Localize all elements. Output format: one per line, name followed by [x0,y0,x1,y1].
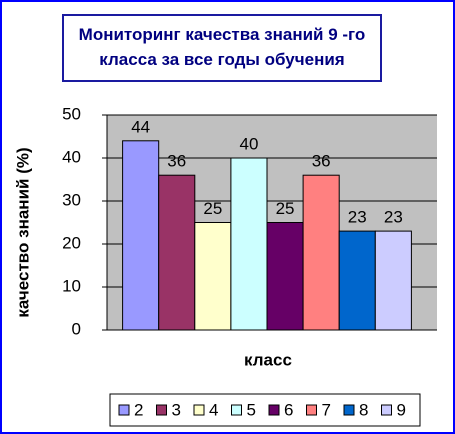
y-tick-label: 20 [62,233,81,252]
legend-label: 9 [397,400,406,419]
legend-label: 6 [284,400,293,419]
bar [194,222,232,331]
y-tick-label: 40 [62,147,81,166]
data-label: 25 [203,199,222,218]
data-label: 25 [276,199,295,218]
y-tick-label: 50 [62,104,81,123]
legend-swatch [156,404,167,416]
legend-label: 3 [172,400,181,419]
legend-label: 2 [134,400,143,419]
data-label: 36 [312,152,331,171]
data-label: 36 [167,152,186,171]
legend-label: 5 [247,400,256,419]
bar [158,174,196,331]
y-axis-label: качество знаний (%) [13,147,32,317]
data-label: 23 [348,208,367,227]
data-label: 44 [131,117,150,136]
y-tick-label: 0 [72,319,81,338]
data-label: 23 [384,208,403,227]
legend-swatch [306,404,317,416]
legend-swatch [343,404,355,416]
legend-label: 8 [359,400,368,419]
legend-label: 4 [209,400,218,419]
legend-swatch [193,404,205,416]
chart-title: Мониторинг качества знаний 9 -го класса … [62,14,382,82]
legend-swatch [268,404,280,416]
data-label: 40 [239,134,258,153]
bar [230,157,268,331]
legend-swatch [118,404,130,416]
bar [302,174,340,331]
y-tick-label: 30 [62,190,81,209]
legend-swatch [381,404,392,416]
bar [122,140,160,331]
x-axis-label: класс [244,350,292,369]
legend-swatch [231,404,242,416]
bar [374,230,412,331]
bar [338,230,376,331]
bar [266,222,304,331]
legend-label: 7 [322,400,331,419]
y-tick-label: 10 [62,276,81,295]
